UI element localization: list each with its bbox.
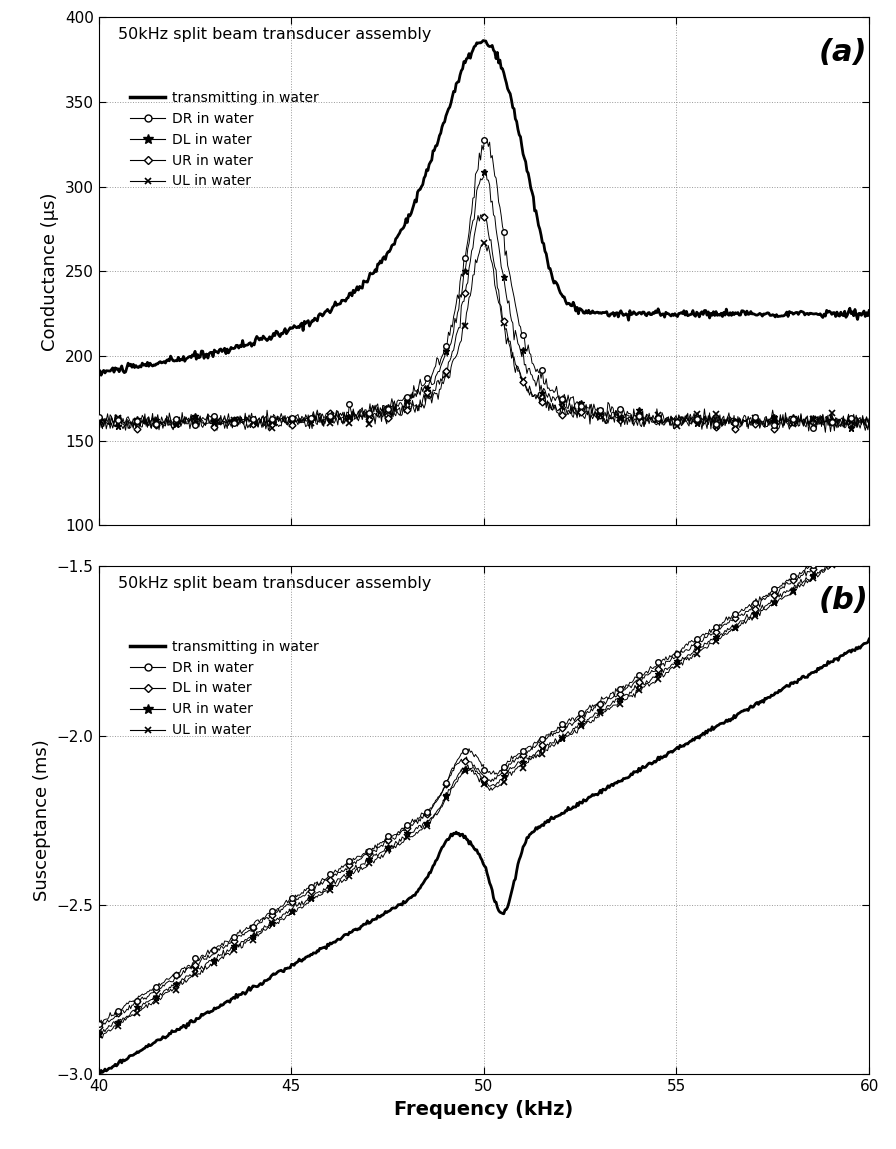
X-axis label: Frequency (kHz): Frequency (kHz): [394, 1100, 573, 1119]
Text: 50kHz split beam transducer assembly: 50kHz split beam transducer assembly: [118, 28, 431, 43]
Text: 50kHz split beam transducer assembly: 50kHz split beam transducer assembly: [118, 577, 431, 592]
Y-axis label: Susceptance (ms): Susceptance (ms): [33, 739, 51, 901]
Text: (a): (a): [819, 38, 867, 67]
Text: (b): (b): [819, 586, 869, 616]
Legend: transmitting in water, DR in water, DL in water, UR in water, UL in water: transmitting in water, DR in water, DL i…: [125, 85, 324, 194]
Y-axis label: Conductance (μs): Conductance (μs): [41, 192, 59, 350]
Legend: transmitting in water, DR in water, DL in water, UR in water, UL in water: transmitting in water, DR in water, DL i…: [125, 634, 324, 743]
